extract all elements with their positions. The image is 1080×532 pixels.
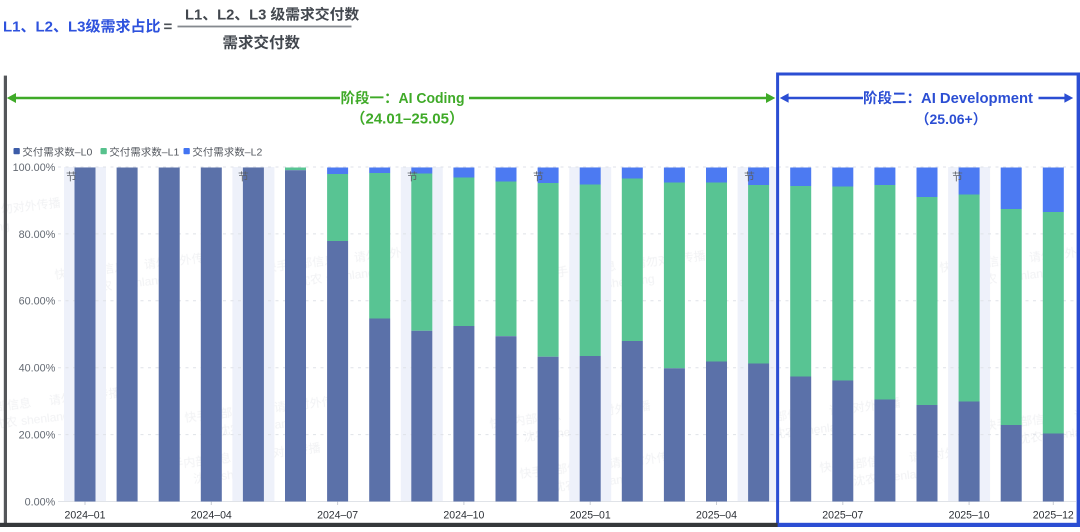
svg-text:2025–04: 2025–04 (696, 510, 737, 522)
svg-text:–L2: –L2 (245, 147, 263, 159)
svg-text:L3: L3 (249, 8, 266, 24)
svg-text:2024–07: 2024–07 (317, 510, 358, 522)
svg-text:AI Coding: AI Coding (399, 91, 465, 107)
svg-text:2024–10: 2024–10 (443, 510, 484, 522)
svg-text:60.00%: 60.00% (19, 296, 56, 308)
svg-text:–L1: –L1 (162, 147, 180, 159)
svg-text:L1: L1 (3, 19, 21, 36)
svg-text:=: = (164, 19, 173, 36)
svg-text:0.00%: 0.00% (25, 496, 56, 508)
svg-text:L2: L2 (217, 8, 234, 24)
svg-text:–L0: –L0 (75, 147, 93, 159)
svg-text:20.00%: 20.00% (19, 430, 56, 442)
svg-text:2025–12: 2025–12 (1033, 510, 1074, 522)
svg-text:AI Development: AI Development (921, 91, 1033, 107)
svg-text:2024–01: 2024–01 (65, 510, 106, 522)
svg-text:25.06+: 25.06+ (930, 111, 973, 127)
svg-text:100.00%: 100.00% (13, 162, 56, 174)
svg-text:L1: L1 (185, 8, 202, 24)
svg-text:24.01–25.05: 24.01–25.05 (366, 111, 449, 128)
svg-text:2024–04: 2024–04 (191, 510, 232, 522)
svg-text:shenlang: shenlang (20, 409, 70, 428)
svg-text:2025–01: 2025–01 (570, 510, 611, 522)
svg-text:80.00%: 80.00% (19, 229, 56, 241)
svg-text:L3: L3 (68, 19, 86, 36)
svg-text:L2: L2 (36, 19, 54, 36)
svg-text:40.00%: 40.00% (19, 363, 56, 375)
svg-text:2025–10: 2025–10 (949, 510, 990, 522)
svg-text:2025–07: 2025–07 (822, 510, 863, 522)
